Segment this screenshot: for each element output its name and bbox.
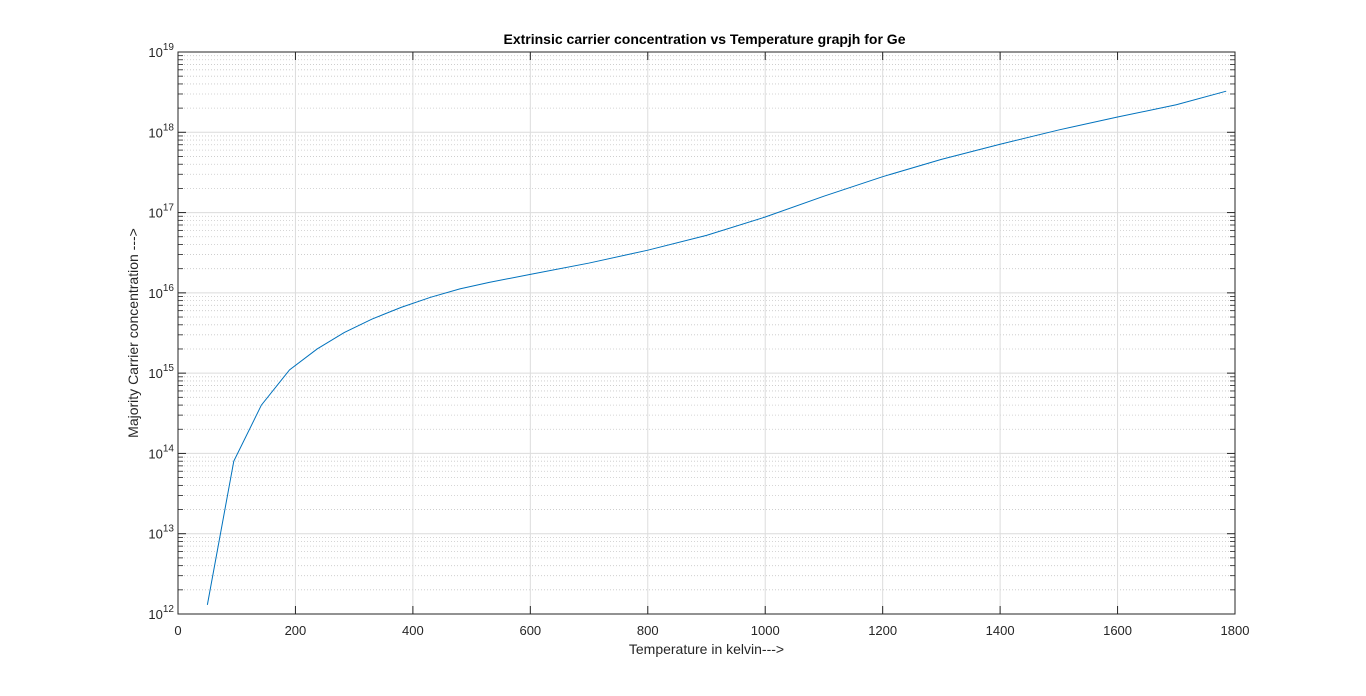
y-axis-label: Majority Carrier concentration --->: [125, 228, 141, 438]
grid: [178, 52, 1235, 614]
y-tick-label: 1018: [148, 122, 174, 140]
x-axis-label: Temperature in kelvin--->: [629, 641, 784, 657]
y-tick-label: 1013: [148, 524, 174, 542]
y-tick-label: 1017: [148, 203, 174, 221]
data-series-line: [206, 90, 1227, 605]
x-tick-label: 600: [519, 623, 541, 638]
tick-labels: 0 200 400 600 800 1000 1200 1400 1600 1800 1012 101…: [148, 42, 1249, 638]
y-tick-label: 1019: [148, 42, 174, 60]
y-tick-label: 1015: [148, 363, 174, 381]
plot-area: [206, 90, 1227, 605]
x-tick-label: 1400: [986, 623, 1015, 638]
x-tick-label: 1600: [1103, 623, 1132, 638]
y-tick-label: 1016: [148, 283, 174, 301]
y-tick-label: 1014: [148, 443, 174, 461]
tick-marks: [177, 51, 1236, 615]
x-tick-label: 1000: [751, 623, 780, 638]
x-tick-label: 400: [402, 623, 424, 638]
x-tick-label: 1800: [1221, 623, 1250, 638]
y-tick-label: 1012: [148, 604, 174, 622]
x-tick-label: 0: [174, 623, 181, 638]
x-tick-label: 1200: [868, 623, 897, 638]
x-tick-label: 200: [285, 623, 307, 638]
chart-title: Extrinsic carrier concentration vs Tempe…: [504, 31, 906, 47]
x-tick-label: 800: [637, 623, 659, 638]
axes-box: [177, 51, 1236, 615]
